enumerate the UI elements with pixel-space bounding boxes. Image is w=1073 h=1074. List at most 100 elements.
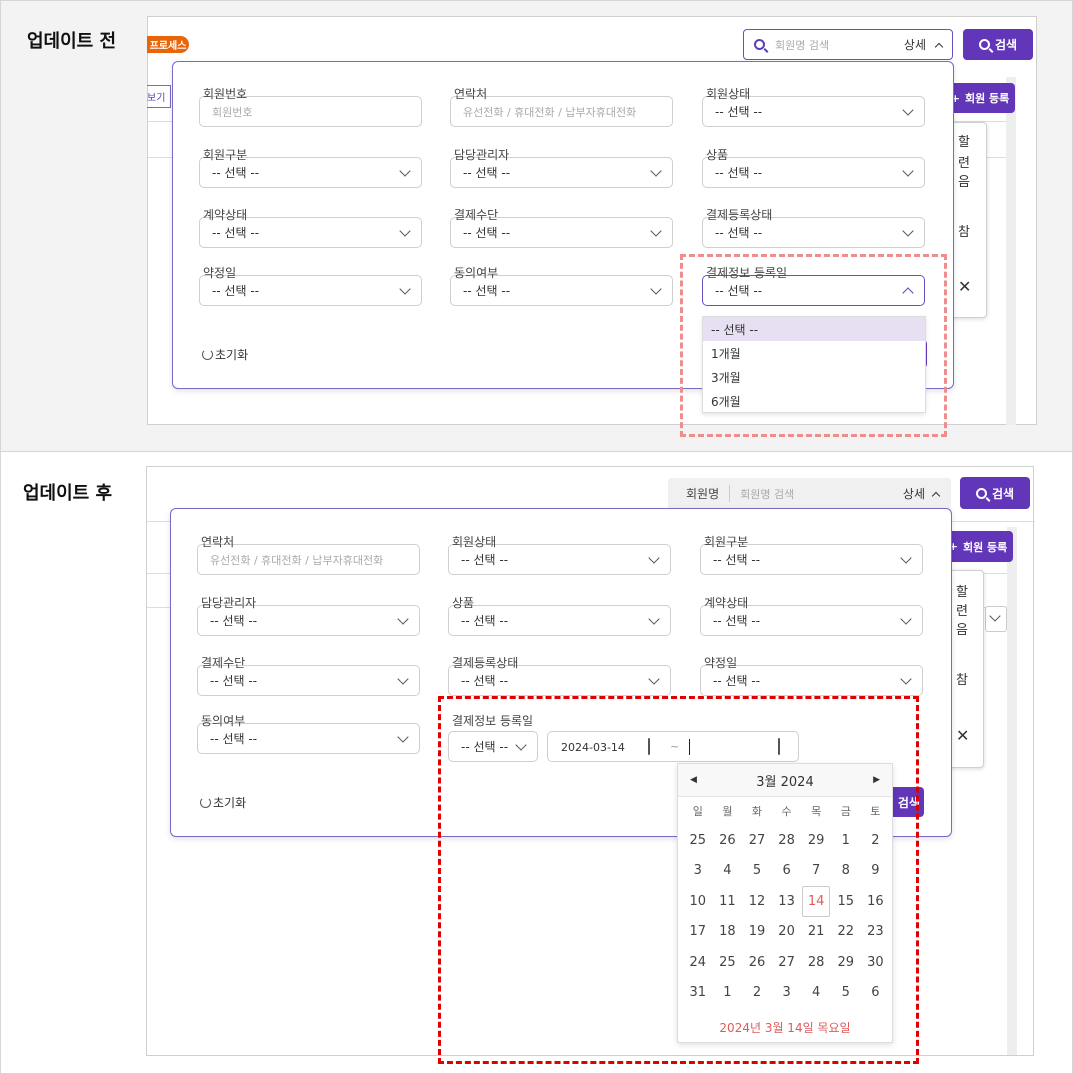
calendar-day[interactable]: 1 [723,985,732,1001]
calendar-day[interactable]: 4 [723,863,732,879]
reset-button[interactable]: 초기화 [200,794,246,811]
select-dropdown[interactable]: -- 선택 -- [450,157,673,188]
select-dropdown[interactable]: -- 선택 -- [700,544,923,575]
calendar-day[interactable]: 17 [689,924,707,940]
dropdown-option[interactable]: 3개월 [711,370,741,385]
calendar-day[interactable]: 27 [778,954,795,970]
detail-toggle[interactable]: 상세 [903,38,926,52]
search-input[interactable]: 회원명 검색 [775,38,830,52]
next-month-button[interactable]: ▶ [873,775,880,785]
calendar-day[interactable]: 20 [778,924,795,940]
input-placeholder: 유선전화 / 휴대전화 / 납부자휴대전화 [210,553,384,567]
calendar-day[interactable]: 4 [812,985,821,1001]
register-label: 회원 등록 [964,92,1010,105]
start-date-input[interactable]: 2024-03-14 [561,741,625,754]
search-button[interactable]: 검색 [963,29,1033,60]
calendar-day[interactable]: 2 [752,985,762,1001]
select-value: -- 선택 -- [713,553,761,567]
prev-month-button[interactable]: ◀ [690,775,697,785]
calendar-day[interactable]: 29 [837,954,855,970]
calendar-day[interactable]: 9 [871,863,880,879]
field-label: 회원번호 [203,87,248,101]
select-dropdown[interactable]: -- 선택 -- [197,665,420,696]
register-member-button[interactable]: + 회원 등록 [943,531,1013,562]
search-input[interactable]: 회원명 검색 [740,487,795,501]
date-range-input[interactable]: 2024-03-14 ~ [547,731,799,762]
payment-date-period-select[interactable]: -- 선택 -- [448,731,538,762]
select-value: -- 선택 -- [715,284,763,298]
calendar-day[interactable]: 6 [871,985,880,1001]
calendar-day[interactable]: 3 [782,985,791,1001]
dropdown-option[interactable]: 1개월 [711,346,741,361]
select-dropdown[interactable]: -- 선택 -- [702,275,925,306]
calendar-day[interactable]: 16 [867,893,884,909]
scrollbar[interactable] [1006,77,1016,425]
dropdown-option[interactable]: 6개월 [711,394,741,409]
scrollbar[interactable] [1007,527,1017,1055]
select-dropdown[interactable]: -- 선택 -- [197,723,420,754]
select-dropdown[interactable]: -- 선택 -- [702,217,925,248]
close-icon[interactable]: ✕ [958,277,972,296]
select-dropdown[interactable]: -- 선택 -- [448,605,671,636]
calendar-day[interactable]: 6 [782,863,791,879]
text-input[interactable]: 유선전화 / 휴대전화 / 납부자휴대전화 [197,544,420,575]
calendar-day[interactable]: 7 [812,863,821,879]
calendar-day[interactable]: 8 [841,863,850,879]
select-dropdown[interactable]: -- 선택 -- [700,665,923,696]
calendar-day[interactable]: 18 [719,924,736,940]
calendar-day[interactable]: 3 [693,863,702,879]
register-member-button[interactable]: + 회원 등록 [945,83,1015,113]
calendar-day[interactable]: 24 [689,954,707,970]
select-dropdown[interactable]: -- 선택 -- [702,96,925,127]
calendar-day[interactable]: 31 [689,985,707,1001]
calendar-day[interactable]: 29 [807,832,825,848]
calendar-day[interactable]: 12 [748,893,766,909]
partial-select[interactable] [985,606,1007,632]
calendar-day[interactable]: 13 [778,893,795,909]
select-dropdown[interactable]: -- 선택 -- [197,605,420,636]
calendar-day[interactable]: 22 [837,924,855,940]
calendar-day-selected[interactable]: 14 [802,886,830,917]
text-input[interactable]: 유선전화 / 휴대전화 / 납부자휴대전화 [450,96,673,127]
calendar-day[interactable]: 1 [841,832,850,848]
calendar-day[interactable]: 15 [837,893,855,909]
calendar-day[interactable]: 27 [748,832,766,848]
select-dropdown[interactable]: -- 선택 -- [199,217,422,248]
select-dropdown[interactable]: -- 선택 -- [448,544,671,575]
close-icon[interactable]: ✕ [956,726,970,745]
select-dropdown[interactable]: -- 선택 -- [700,605,923,636]
select-dropdown[interactable]: -- 선택 -- [199,157,422,188]
select-dropdown[interactable]: -- 선택 -- [199,275,422,306]
calendar-day[interactable]: 28 [778,832,795,848]
weekday-label: 금 [840,805,851,818]
calendar-day[interactable]: 26 [748,954,766,970]
member-search-box[interactable]: 회원명 회원명 검색 상세 [668,478,951,509]
calendar-day[interactable]: 10 [689,893,707,909]
select-dropdown[interactable]: -- 선택 -- [448,665,671,696]
select-dropdown[interactable]: -- 선택 -- [450,217,673,248]
calendar-day[interactable]: 5 [841,985,850,1001]
calendar-day[interactable]: 30 [867,954,884,970]
calendar-day[interactable]: 21 [807,924,825,940]
select-dropdown[interactable]: -- 선택 -- [702,157,925,188]
calendar-day[interactable]: 25 [689,832,707,848]
member-search-box[interactable]: 회원명 검색 상세 [743,29,953,60]
register-label: 회원 등록 [962,540,1008,554]
dropdown-option[interactable]: -- 선택 -- [703,317,925,341]
calendar-day[interactable]: 19 [748,924,766,940]
calendar-day[interactable]: 5 [752,863,762,879]
select-dropdown[interactable]: -- 선택 -- [450,275,673,306]
calendar-day[interactable]: 11 [719,893,736,909]
calendar-day[interactable]: 23 [867,924,884,940]
calendar-day[interactable]: 25 [719,954,736,970]
calendar-day[interactable]: 26 [719,832,736,848]
search-button[interactable]: 검색 [960,477,1030,509]
text-input[interactable]: 회원번호 [199,96,422,127]
calendar-day[interactable]: 28 [807,954,825,970]
chevron-down-icon [399,224,411,237]
calendar-day[interactable]: 2 [871,832,880,848]
tab-view[interactable]: 보기 [147,85,171,108]
field-label: 계약상태 [203,208,248,222]
detail-toggle[interactable]: 상세 [902,487,925,501]
reset-button[interactable]: 초기화 [202,346,248,363]
